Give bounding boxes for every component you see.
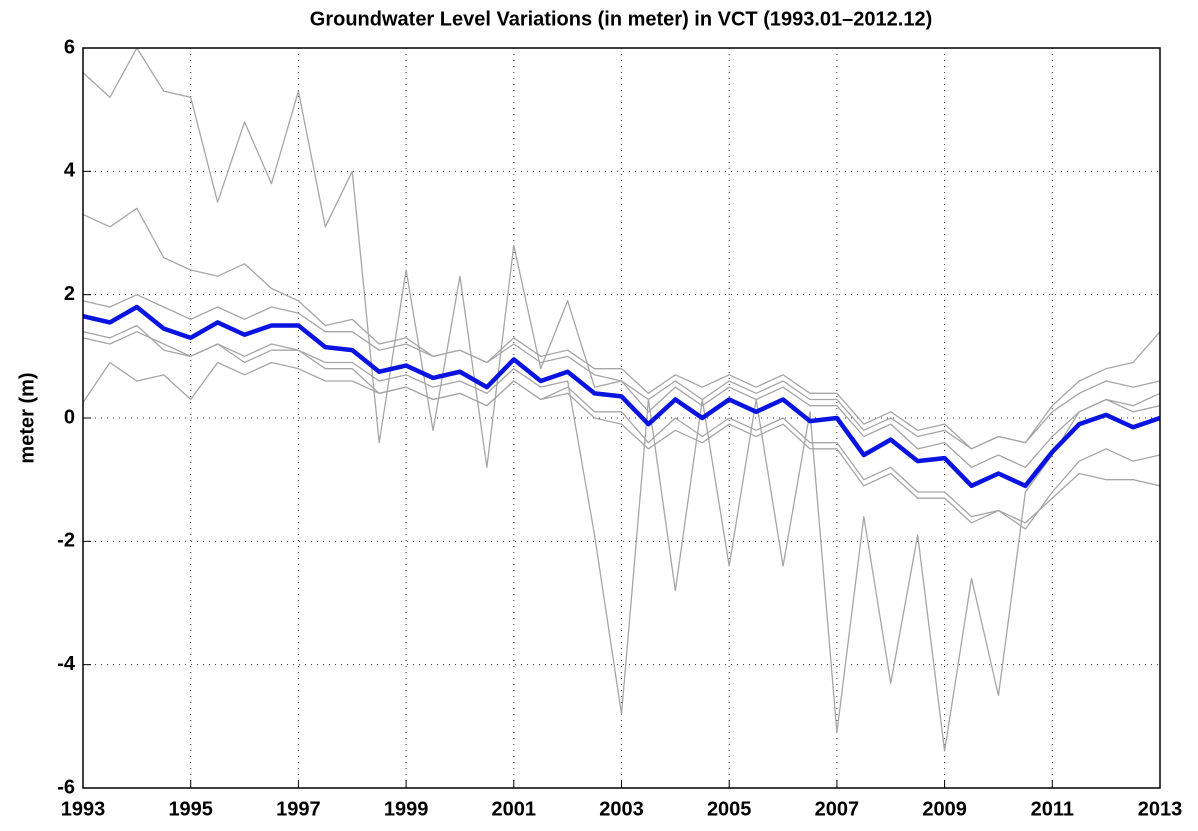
x-tick-label: 2009 xyxy=(922,798,967,820)
y-tick-label: 6 xyxy=(64,36,75,58)
x-tick-label: 1995 xyxy=(168,798,213,820)
y-tick-label: 2 xyxy=(64,283,75,305)
data-line xyxy=(83,331,1160,752)
data-line xyxy=(83,294,1160,450)
x-tick-label: 2007 xyxy=(815,798,860,820)
data-line xyxy=(83,304,1160,489)
y-tick-label: -4 xyxy=(57,653,76,675)
x-tick-label: 2001 xyxy=(492,798,537,820)
y-tick-label: 0 xyxy=(64,406,75,428)
data-line xyxy=(83,324,1160,530)
x-tick-label: 2003 xyxy=(599,798,644,820)
x-tick-label: 1997 xyxy=(276,798,321,820)
y-tick-label: -6 xyxy=(57,776,75,798)
y-tick-label: -2 xyxy=(57,530,75,552)
chart-title: Groundwater Level Variations (in meter) … xyxy=(310,8,932,30)
y-axis-label: meter (m) xyxy=(16,372,38,463)
x-tick-label: 1999 xyxy=(384,798,429,820)
plot-frame xyxy=(82,47,1161,789)
x-tick-label: 2011 xyxy=(1031,798,1074,820)
x-tick-label: 2013 xyxy=(1138,798,1183,820)
y-tick-label: 4 xyxy=(64,160,76,182)
data-line xyxy=(83,361,1160,524)
x-tick-label: 1993 xyxy=(61,798,106,820)
x-tick-label: 2005 xyxy=(707,798,752,820)
